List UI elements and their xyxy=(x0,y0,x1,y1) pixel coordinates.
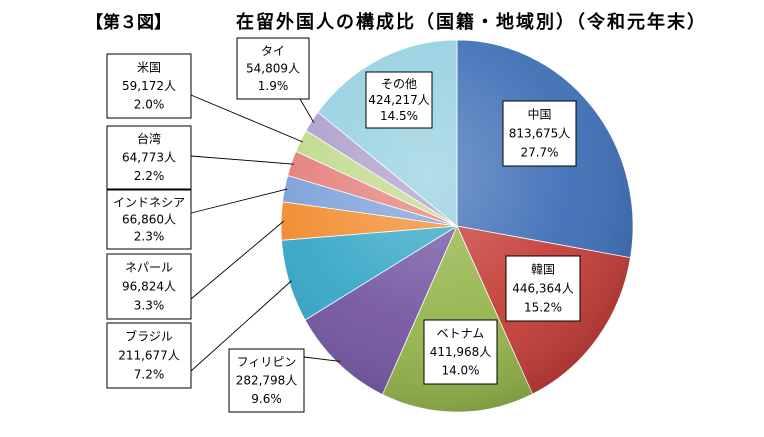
data-label-indonesia: インドネシア 66,860人 2.3% xyxy=(106,189,192,250)
leader-line-thailand xyxy=(299,98,315,123)
percent-label: 2.2% xyxy=(134,169,165,183)
count-label: 66,860人 xyxy=(122,213,176,227)
leader-line-philippines xyxy=(303,356,341,362)
count-label: 59,172人 xyxy=(122,79,176,93)
data-label-box xyxy=(106,189,192,250)
percent-label: 2.3% xyxy=(134,230,165,244)
category-label: ブラジル xyxy=(125,329,173,344)
data-label-box xyxy=(236,37,310,100)
data-label-box xyxy=(106,53,192,119)
count-label: 211,677人 xyxy=(118,349,180,363)
data-label-taiwan: 台湾 64,773人 2.2% xyxy=(106,125,192,190)
data-label-box xyxy=(106,322,192,389)
leader-line-taiwan xyxy=(190,155,294,165)
category-label: 中国 xyxy=(527,107,551,122)
count-label: 813,675人 xyxy=(509,127,571,141)
percent-label: 14.0% xyxy=(441,364,479,378)
data-label-usa: 米国 59,172人 2.0% xyxy=(106,53,192,119)
leader-line-nepal xyxy=(190,220,284,300)
data-label-korea: 韓国 446,364人 15.2% xyxy=(505,255,581,322)
category-label: タイ xyxy=(261,44,285,58)
category-label: 韓国 xyxy=(531,263,555,277)
leader-line-brazil xyxy=(190,280,292,372)
category-label: フィリピン xyxy=(237,355,297,369)
data-label-thailand: タイ 54,809人 1.9% xyxy=(236,37,310,100)
category-label: その他 xyxy=(381,77,417,91)
leader-line-usa xyxy=(190,94,304,143)
data-label-other: その他 424,217人 14.5% xyxy=(365,71,433,129)
data-label-brazil: ブラジル 211,677人 7.2% xyxy=(106,322,192,389)
count-label: 64,773人 xyxy=(122,151,176,165)
data-label-box xyxy=(106,125,192,190)
data-label-box xyxy=(228,348,305,413)
percent-label: 7.2% xyxy=(134,367,165,381)
leader-line-indonesia xyxy=(190,188,288,214)
percent-label: 14.5% xyxy=(380,109,418,123)
data-label-box xyxy=(106,253,192,320)
data-label-box xyxy=(502,100,577,167)
count-label: 446,364人 xyxy=(512,282,574,296)
category-label: インドネシア xyxy=(113,195,185,209)
data-label-philippines: フィリピン 282,798人 9.6% xyxy=(228,348,305,413)
category-label: 台湾 xyxy=(137,131,161,146)
percent-label: 9.6% xyxy=(251,392,282,406)
count-label: 96,824人 xyxy=(122,280,176,294)
percent-label: 15.2% xyxy=(524,300,562,314)
count-label: 54,809人 xyxy=(246,62,300,76)
category-label: ベトナム xyxy=(437,326,485,340)
percent-label: 27.7% xyxy=(520,145,558,159)
count-label: 282,798人 xyxy=(236,374,298,388)
count-label: 424,217人 xyxy=(368,93,430,107)
percent-label: 2.0% xyxy=(134,98,165,112)
data-label-vietnam: ベトナム 411,968人 14.0% xyxy=(423,319,498,385)
chart-title: 在留外国人の構成比（国籍・地域別）（令和元年末） xyxy=(236,12,707,33)
category-label: ネパール xyxy=(125,261,173,275)
data-label-box xyxy=(423,319,498,385)
count-label: 411,968人 xyxy=(430,345,492,359)
percent-label: 1.9% xyxy=(258,79,289,93)
data-label-box xyxy=(505,255,581,322)
leader-lines xyxy=(190,94,341,372)
category-label: 米国 xyxy=(137,60,161,74)
data-label-china: 中国 813,675人 27.7% xyxy=(502,100,577,167)
data-label-nepal: ネパール 96,824人 3.3% xyxy=(106,253,192,320)
percent-label: 3.3% xyxy=(134,298,165,312)
data-label-box xyxy=(365,71,433,129)
figure-number: 【第３図】 xyxy=(86,13,171,33)
data-labels: 中国 813,675人 27.7% 韓国 446,364人 15.2% ベトナム 411,96… xyxy=(106,37,581,413)
